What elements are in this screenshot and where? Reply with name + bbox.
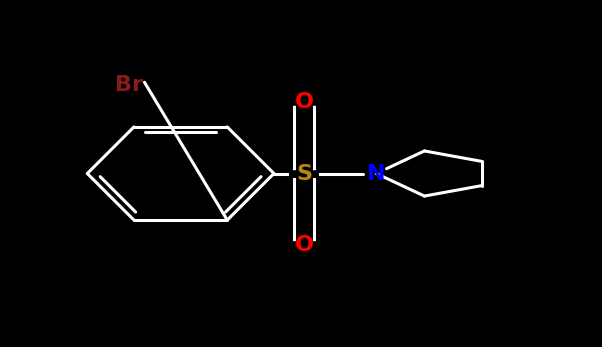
Text: O: O	[294, 235, 314, 255]
Text: N: N	[367, 163, 385, 184]
Text: S: S	[296, 163, 312, 184]
Text: Br: Br	[116, 75, 143, 95]
Text: O: O	[294, 92, 314, 112]
